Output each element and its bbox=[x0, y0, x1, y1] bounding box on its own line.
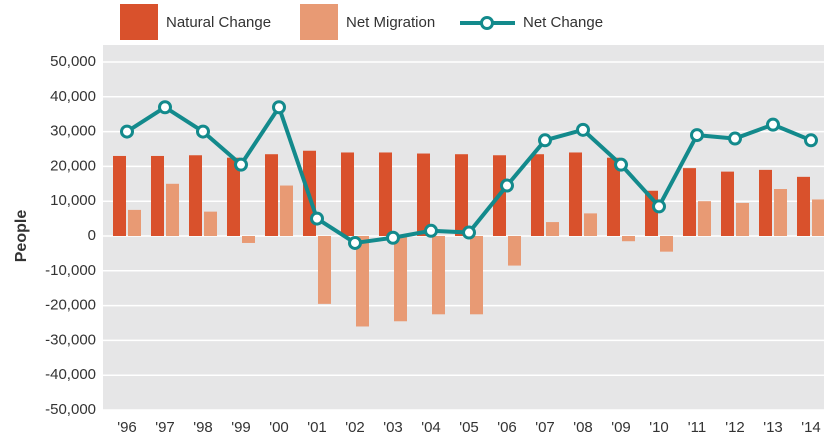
x-tick-label: '06 bbox=[497, 419, 517, 436]
y-tick-label: 10,000 bbox=[50, 192, 96, 209]
line-marker bbox=[348, 235, 362, 250]
bar bbox=[265, 154, 278, 236]
bar bbox=[736, 202, 749, 236]
x-tick-label: '07 bbox=[535, 419, 555, 436]
y-tick-label: 40,000 bbox=[50, 88, 96, 105]
y-tick-label: 30,000 bbox=[50, 123, 96, 140]
bar bbox=[379, 152, 392, 236]
bar bbox=[356, 236, 369, 327]
line-marker bbox=[158, 100, 172, 115]
bar bbox=[189, 155, 202, 236]
bar bbox=[341, 152, 354, 236]
bar bbox=[508, 236, 521, 266]
bar bbox=[531, 154, 544, 236]
bar bbox=[242, 236, 255, 243]
x-tick-label: '01 bbox=[307, 419, 327, 436]
line-marker bbox=[120, 124, 134, 139]
x-tick-label: '03 bbox=[383, 419, 403, 436]
line-marker bbox=[310, 211, 324, 226]
line-marker bbox=[272, 100, 286, 115]
x-tick-label: '13 bbox=[763, 419, 783, 436]
line-marker bbox=[690, 128, 704, 143]
bar bbox=[204, 211, 217, 236]
line-marker bbox=[728, 131, 742, 146]
x-tick-label: '08 bbox=[573, 419, 593, 436]
y-tick-label: -20,000 bbox=[45, 297, 96, 314]
legend-swatch bbox=[300, 4, 338, 40]
legend-marker bbox=[480, 16, 494, 30]
x-tick-label: '05 bbox=[459, 419, 479, 436]
bar bbox=[280, 185, 293, 236]
y-tick-label: 20,000 bbox=[50, 157, 96, 174]
bar bbox=[128, 209, 141, 236]
y-axis-label: People bbox=[13, 210, 30, 263]
line-marker bbox=[614, 157, 628, 172]
line-marker bbox=[386, 230, 400, 245]
legend-swatch bbox=[120, 4, 158, 40]
y-tick-label: -50,000 bbox=[45, 401, 96, 418]
bar bbox=[698, 201, 711, 236]
y-tick-label: 50,000 bbox=[50, 53, 96, 70]
x-tick-label: '98 bbox=[193, 419, 213, 436]
x-tick-label: '00 bbox=[269, 419, 289, 436]
line-marker bbox=[576, 122, 590, 137]
legend-label: Net Migration bbox=[346, 14, 435, 31]
line-marker bbox=[234, 157, 248, 172]
x-tick-label: '02 bbox=[345, 419, 365, 436]
line-marker bbox=[424, 223, 438, 238]
bar bbox=[318, 236, 331, 304]
x-tick-label: '11 bbox=[688, 419, 706, 436]
line-marker bbox=[804, 133, 818, 148]
bar bbox=[455, 154, 468, 236]
bar bbox=[470, 236, 483, 315]
bar bbox=[166, 183, 179, 236]
x-tick-label: '12 bbox=[725, 419, 745, 436]
legend-label: Natural Change bbox=[166, 14, 271, 31]
bar bbox=[812, 199, 824, 236]
line-marker bbox=[766, 117, 780, 132]
line-marker bbox=[500, 178, 514, 193]
line-marker bbox=[196, 124, 210, 139]
x-tick-label: '97 bbox=[155, 419, 175, 436]
bar bbox=[660, 236, 673, 252]
x-tick-label: '14 bbox=[801, 419, 821, 436]
bar bbox=[227, 157, 240, 236]
x-tick-label: '04 bbox=[421, 419, 441, 436]
x-tick-label: '99 bbox=[231, 419, 251, 436]
x-tick-label: '09 bbox=[611, 419, 631, 436]
line-marker bbox=[652, 199, 666, 214]
bar bbox=[774, 189, 787, 236]
y-tick-label: -40,000 bbox=[45, 366, 96, 383]
bar bbox=[683, 168, 696, 236]
bar bbox=[584, 213, 597, 236]
x-tick-label: '10 bbox=[649, 419, 669, 436]
bar bbox=[721, 171, 734, 236]
bar bbox=[607, 157, 620, 236]
bar bbox=[546, 222, 559, 236]
legend-label: Net Change bbox=[523, 14, 603, 31]
line-marker bbox=[538, 133, 552, 148]
bar bbox=[113, 155, 126, 236]
bar bbox=[394, 236, 407, 322]
bar bbox=[569, 152, 582, 236]
y-tick-label: 0 bbox=[88, 227, 96, 244]
bar bbox=[151, 155, 164, 236]
line-marker bbox=[462, 225, 476, 240]
bar bbox=[797, 176, 810, 236]
bar bbox=[432, 236, 445, 315]
x-tick-label: '96 bbox=[117, 419, 137, 436]
y-tick-label: -30,000 bbox=[45, 331, 96, 348]
bar bbox=[417, 153, 430, 236]
y-tick-label: -10,000 bbox=[45, 262, 96, 279]
bar bbox=[622, 236, 635, 242]
bar bbox=[759, 169, 772, 236]
